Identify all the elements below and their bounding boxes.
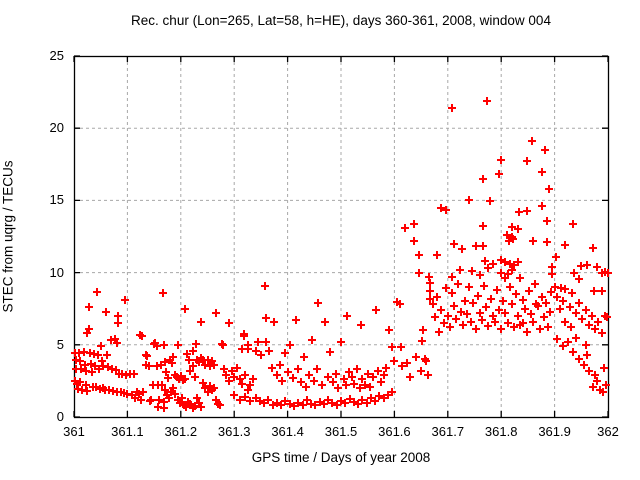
x-tick-label: 361.6 bbox=[378, 424, 411, 439]
x-tick-label: 361.3 bbox=[217, 424, 251, 439]
grid-lines bbox=[74, 56, 608, 417]
x-tick-label: 361.2 bbox=[164, 424, 198, 439]
y-tick-label: 0 bbox=[56, 409, 64, 424]
y-tick-label: 5 bbox=[56, 336, 64, 352]
x-tick-label: 361.9 bbox=[538, 424, 571, 439]
chart-title: Rec. chur (Lon=265, Lat=58, h=HE), days … bbox=[131, 13, 551, 28]
y-tick-label: 20 bbox=[49, 120, 64, 136]
x-tick-label: 361.5 bbox=[324, 424, 358, 439]
plot-border bbox=[73, 55, 610, 419]
x-tick-label: 361.7 bbox=[431, 424, 465, 439]
y-tick-label: 25 bbox=[49, 48, 64, 63]
plot-area bbox=[71, 55, 612, 419]
x-tick-label: 361 bbox=[63, 424, 85, 439]
scatter-points bbox=[71, 97, 612, 412]
x-tick-label: 361.1 bbox=[111, 424, 144, 439]
plot-canvas bbox=[71, 55, 612, 419]
x-tick-label: 361.8 bbox=[484, 424, 518, 439]
x-axis-label: GPS time / Days of year 2008 bbox=[251, 450, 431, 465]
x-tick-label: 362 bbox=[597, 424, 619, 439]
y-tick-label: 15 bbox=[49, 192, 64, 208]
x-tick-label: 361.4 bbox=[271, 424, 304, 439]
y-tick-label: 10 bbox=[49, 264, 64, 280]
